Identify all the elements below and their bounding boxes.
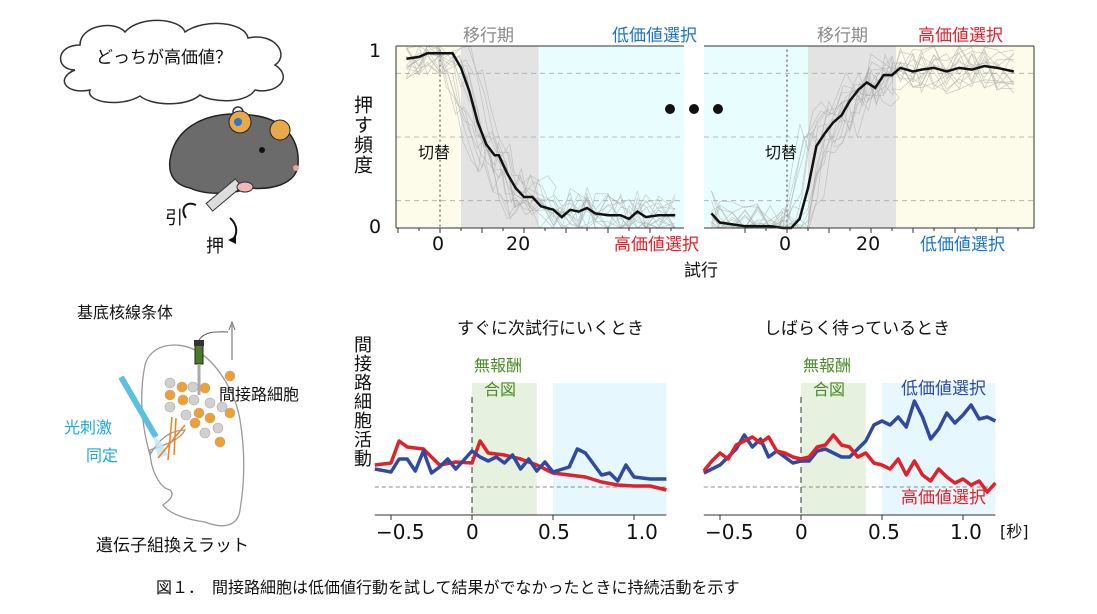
- right-xtick-20: 20: [856, 233, 881, 255]
- rat-label: 遺伝子組換えラット: [96, 536, 249, 556]
- ellipsis-dot: [665, 104, 675, 114]
- other-cell-dot: [188, 394, 200, 406]
- top-ylabel: 押す頻度: [351, 95, 373, 175]
- opto-label-2: 同定: [86, 446, 119, 465]
- red-activity-trace: [702, 433, 997, 494]
- left-no-reward-2: 合図: [484, 380, 517, 399]
- r-xtick-05: 0.5: [868, 520, 900, 544]
- r-xtick-0: 0: [795, 520, 808, 544]
- l-xtick-0: 0: [466, 520, 479, 544]
- left-xtick-0: 0: [432, 233, 445, 255]
- left-after-label: 低価値選択: [612, 26, 697, 46]
- left-transition-label: 移行期: [463, 26, 514, 46]
- other-cell-dot: [180, 409, 192, 421]
- mean-trace: [710, 64, 1015, 230]
- other-cell-dot: [164, 401, 176, 413]
- mean-trace: [406, 52, 676, 221]
- indirect-cell-dot: [224, 407, 236, 419]
- individual-trace: [406, 45, 676, 229]
- blue-activity-trace: [703, 399, 997, 475]
- right-no-reward-1: 無報酬: [803, 356, 852, 375]
- phase-before: [704, 46, 808, 228]
- indirect-cell-dot: [214, 436, 226, 448]
- individual-trace: [406, 45, 676, 229]
- left-panel-title: すぐに次試行にいくとき: [457, 319, 644, 339]
- rat-illustration: [168, 110, 299, 244]
- bottom-ylabel: 間接路細胞活動: [351, 335, 372, 468]
- individual-trace: [711, 46, 1015, 229]
- thought-bubble: [59, 19, 284, 129]
- cell-dots: [164, 370, 236, 448]
- no-reward-window: [472, 383, 537, 515]
- other-cell-dot: [216, 401, 228, 413]
- push-label: 押: [206, 236, 224, 257]
- other-cell-dot: [199, 427, 211, 439]
- left-xtick-20: 20: [506, 233, 531, 255]
- individual-trace: [406, 59, 676, 229]
- blue-activity-trace: [374, 447, 667, 483]
- indirect-cell-dot: [199, 382, 211, 394]
- other-cell-dot: [204, 397, 216, 409]
- activity-chart: [374, 383, 997, 520]
- no-reward-window: [801, 383, 866, 515]
- left-switch-label: 切替: [418, 143, 451, 162]
- other-cell-dot: [212, 422, 224, 434]
- indirect-cells-label: 間接路細胞: [219, 385, 300, 404]
- press-frequency-chart: [395, 45, 1035, 233]
- indirect-cell-dot: [189, 417, 201, 429]
- x-unit: [秒]: [1000, 522, 1029, 541]
- r-xtick-m05: −0.5: [705, 520, 754, 544]
- figure-caption: 図１． 間接路細胞は低価値行動を試して結果がでなかったときに持続活動を示す: [156, 578, 740, 597]
- right-switch-label: 切替: [765, 143, 798, 162]
- legend-high-value: 高価値選択: [901, 488, 986, 508]
- right-no-reward-2: 合図: [813, 380, 846, 399]
- other-cell-dot: [164, 377, 176, 389]
- thought-text: どっちが高価値？: [96, 48, 232, 68]
- other-cell-dot: [187, 381, 199, 393]
- striatum-label: 基底核線条体: [77, 303, 174, 322]
- ytick-0: 0: [369, 216, 382, 238]
- r-xtick-10: 1.0: [950, 520, 982, 544]
- indirect-cell-dot: [177, 394, 189, 406]
- red-activity-trace: [374, 439, 667, 492]
- l-xtick-m05: −0.5: [376, 520, 425, 544]
- indirect-cell-dot: [164, 389, 176, 401]
- choice-window: [553, 383, 667, 515]
- individual-trace: [406, 45, 676, 229]
- l-xtick-05: 0.5: [538, 520, 570, 544]
- ellipsis-dot: [689, 104, 699, 114]
- right-before-label: 低価値選択: [920, 235, 1005, 255]
- indirect-cell-dot: [176, 381, 188, 393]
- right-panel-title: しばらく待っているとき: [764, 319, 951, 339]
- legend-low-value: 低価値選択: [901, 379, 986, 399]
- ytick-1: 1: [369, 40, 382, 62]
- indirect-cell-dot: [204, 412, 216, 424]
- indirect-cell-dot: [193, 407, 205, 419]
- l-xtick-10: 1.0: [626, 520, 658, 544]
- top-xlabel: 試行: [684, 261, 718, 281]
- ellipsis-dot: [713, 104, 723, 114]
- individual-trace: [711, 53, 1015, 229]
- left-before-label: 高価値選択: [614, 235, 699, 255]
- brain-slice-illustration: [118, 320, 245, 527]
- pull-label: 引: [165, 208, 183, 229]
- individual-trace: [406, 45, 676, 229]
- choice-window: [882, 383, 996, 515]
- opto-label-1: 光刺激: [64, 418, 113, 437]
- right-after-label: 高価値選択: [918, 26, 1003, 46]
- indirect-cell-dot: [224, 370, 236, 382]
- left-no-reward-1: 無報酬: [474, 356, 523, 375]
- right-xtick-0: 0: [779, 233, 792, 255]
- right-transition-label: 移行期: [817, 26, 868, 46]
